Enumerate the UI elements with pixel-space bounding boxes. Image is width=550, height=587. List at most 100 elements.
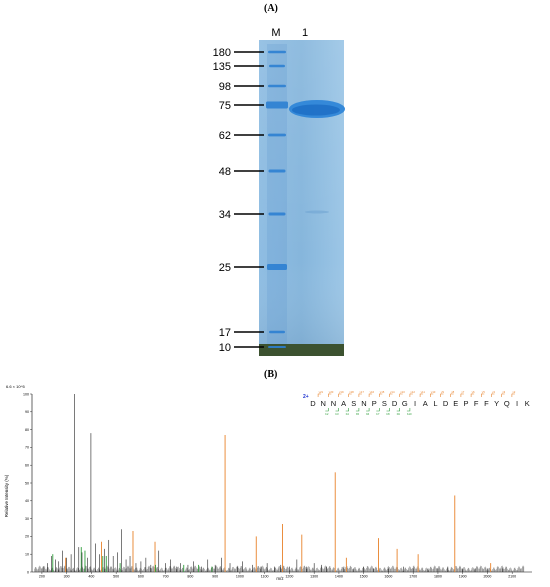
- peptide-residue: D: [443, 399, 449, 408]
- y-tick-label: 10: [25, 553, 29, 557]
- marker-band-135: [269, 64, 285, 68]
- y-ion-bracket: [419, 393, 424, 397]
- y-ion-label: y10: [431, 390, 436, 394]
- x-tick-label: 200: [39, 575, 45, 579]
- b-ion-label: b2: [325, 412, 329, 416]
- y-ion-label: y20: [329, 390, 334, 394]
- y-ion-bracket: [440, 393, 444, 397]
- peptide-residue: D: [310, 399, 316, 408]
- marker-band-34: [268, 212, 286, 216]
- peptide-residue: Y: [494, 399, 499, 408]
- y-ion-bracket: [328, 393, 332, 397]
- marker-band-98: [268, 84, 286, 88]
- y-tick-label: 80: [25, 428, 29, 432]
- marker-label-135: 135: [213, 61, 231, 73]
- b-ion-bracket: [345, 408, 349, 412]
- y-ion-bracket: [399, 393, 403, 397]
- y-tick-label: 100: [23, 392, 29, 396]
- peptide-residue: I: [516, 399, 518, 408]
- b-ion-label: b3: [336, 412, 340, 416]
- peptide-residue: K: [525, 399, 530, 408]
- y-ion-bracket: [358, 393, 362, 397]
- y-ion-bracket: [389, 393, 393, 397]
- lane1-protein-band-core: [292, 104, 340, 116]
- x-tick-label: 1100: [261, 575, 269, 579]
- x-tick-label: 1700: [409, 575, 417, 579]
- y-ion-label: y19: [339, 390, 344, 394]
- peptide-residue: G: [402, 399, 408, 408]
- y-ion-label: y9: [441, 390, 444, 394]
- marker-label-98: 98: [219, 81, 231, 93]
- peptide-residue: S: [351, 399, 356, 408]
- spectrum-chart: 6.6 × 10^5 Relative Intensity (%) m/z 0 1…: [4, 384, 532, 581]
- y-ion-label: y8: [451, 390, 454, 394]
- y-ion-bracket: [338, 393, 342, 397]
- x-tick-label: 1500: [360, 575, 368, 579]
- panel-a-label: (A): [264, 3, 278, 14]
- x-axis-label: m/z: [276, 576, 284, 581]
- y-tick-label: 50: [25, 481, 29, 485]
- marker-label-25: 25: [219, 262, 231, 274]
- peptide-residue: I: [414, 399, 416, 408]
- b-ion-label: b6: [366, 412, 370, 416]
- y-ion-bracket: [470, 393, 475, 397]
- marker-band-48: [268, 169, 286, 173]
- peptide-residue: Q: [504, 399, 510, 408]
- marker-label-48: 48: [219, 166, 231, 178]
- b-ion-bracket: [366, 408, 370, 412]
- y-tick-label: 0: [27, 570, 29, 574]
- y-ion-bracket: [379, 393, 383, 397]
- x-tick-label: 1300: [310, 575, 318, 579]
- y-ion-bracket: [450, 393, 454, 397]
- gel-bottom-strip: [259, 344, 344, 356]
- x-tick-label: 700: [163, 575, 169, 579]
- b-ion-bracket: [406, 408, 411, 412]
- marker-label-10: 10: [219, 342, 231, 354]
- peptide-residue: P: [372, 399, 377, 408]
- b-ion-bracket: [396, 408, 400, 412]
- y-ion-bracket: [460, 393, 464, 397]
- b-ion-label: b9: [397, 412, 401, 416]
- x-tick-label: 2100: [508, 575, 516, 579]
- lane1-faint-band: [305, 210, 329, 214]
- y-ion-bracket: [481, 393, 485, 397]
- b-ion-label: b4: [346, 412, 350, 416]
- marker-lane-smear: [267, 44, 287, 344]
- scale-note: 6.6 × 10^5: [6, 384, 25, 389]
- marker-band-10: [268, 346, 286, 348]
- y-tick-label: 20: [25, 535, 29, 539]
- marker-label-180: 180: [213, 47, 231, 59]
- peptide-residue: P: [463, 399, 468, 408]
- y-tick-label: 90: [25, 410, 29, 414]
- spectrum-peaks: [34, 394, 525, 572]
- y-ion-label: y3: [502, 390, 505, 394]
- peptide-residue: S: [382, 399, 387, 408]
- lane-label-1: 1: [302, 27, 308, 39]
- y-ion-label: y13: [400, 390, 405, 394]
- y-ion-bracket: [430, 393, 434, 397]
- x-tick-label: 900: [212, 575, 218, 579]
- marker-band-17: [269, 330, 285, 334]
- y-ion-label: y11: [421, 390, 426, 394]
- peptide-residue: N: [361, 399, 366, 408]
- b-ion-bracket: [325, 408, 329, 412]
- x-tick-label: 800: [187, 575, 193, 579]
- b-ion-bracket: [376, 408, 380, 412]
- marker-band-75: [266, 101, 288, 109]
- b-ion-bracket: [386, 408, 390, 412]
- y-axis-label: Relative Intensity (%): [4, 474, 9, 517]
- x-tick-label: 1200: [285, 575, 293, 579]
- y-ion-bracket: [368, 393, 373, 397]
- marker-band-25: [267, 264, 287, 270]
- y-ion-label: y7: [461, 390, 464, 394]
- x-tick-label: 1600: [384, 575, 392, 579]
- y-tick-label: 70: [25, 446, 29, 450]
- peptide-residue: F: [474, 399, 479, 408]
- b-ion-label: b7: [376, 412, 380, 416]
- peptide-residue: A: [341, 399, 346, 408]
- y-ion-label: y14: [390, 390, 395, 394]
- marker-label-62: 62: [219, 130, 231, 142]
- peptide-residue: L: [433, 399, 437, 408]
- b-ion-label: b10: [407, 412, 412, 416]
